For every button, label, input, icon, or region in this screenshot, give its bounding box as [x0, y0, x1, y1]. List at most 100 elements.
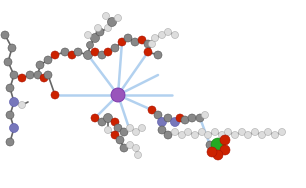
Circle shape — [96, 28, 104, 36]
Circle shape — [201, 111, 208, 118]
Circle shape — [220, 135, 230, 145]
Circle shape — [107, 17, 117, 27]
Circle shape — [185, 129, 192, 136]
Circle shape — [114, 124, 122, 132]
Circle shape — [139, 124, 145, 131]
Circle shape — [158, 118, 166, 127]
Circle shape — [51, 51, 59, 59]
Circle shape — [132, 129, 140, 136]
Circle shape — [87, 42, 94, 49]
Circle shape — [211, 138, 225, 152]
Circle shape — [9, 98, 18, 106]
Circle shape — [199, 129, 206, 136]
Circle shape — [120, 144, 128, 152]
Circle shape — [171, 129, 178, 136]
Circle shape — [271, 131, 278, 139]
Circle shape — [18, 74, 26, 82]
Circle shape — [74, 48, 82, 56]
Circle shape — [1, 31, 9, 39]
Circle shape — [131, 38, 139, 46]
Circle shape — [118, 38, 126, 46]
Circle shape — [103, 12, 110, 20]
Circle shape — [111, 118, 119, 126]
Circle shape — [111, 88, 125, 102]
Circle shape — [44, 56, 52, 64]
Circle shape — [225, 129, 232, 136]
Circle shape — [154, 51, 162, 59]
Circle shape — [238, 129, 245, 136]
Circle shape — [18, 102, 25, 108]
Circle shape — [126, 124, 133, 131]
Circle shape — [148, 106, 156, 114]
Circle shape — [259, 131, 266, 139]
Circle shape — [126, 142, 133, 149]
Circle shape — [104, 48, 112, 56]
Circle shape — [91, 114, 99, 122]
Circle shape — [84, 32, 91, 39]
Circle shape — [6, 84, 14, 92]
Circle shape — [151, 35, 159, 42]
Circle shape — [159, 32, 166, 39]
Circle shape — [36, 61, 44, 69]
Circle shape — [68, 51, 76, 59]
Circle shape — [192, 131, 199, 139]
Circle shape — [111, 44, 119, 52]
Circle shape — [165, 29, 171, 36]
Circle shape — [26, 71, 34, 79]
Circle shape — [98, 118, 106, 126]
Circle shape — [105, 127, 111, 133]
Circle shape — [95, 24, 102, 32]
Circle shape — [124, 34, 132, 42]
Circle shape — [178, 131, 185, 139]
Circle shape — [207, 147, 217, 157]
Circle shape — [213, 150, 223, 160]
Circle shape — [211, 129, 218, 136]
Circle shape — [132, 145, 140, 152]
Circle shape — [138, 36, 146, 44]
Circle shape — [188, 114, 196, 122]
Circle shape — [34, 71, 42, 79]
Circle shape — [244, 131, 252, 139]
Circle shape — [9, 124, 18, 133]
Circle shape — [196, 114, 204, 122]
Circle shape — [61, 48, 69, 56]
Circle shape — [252, 129, 259, 136]
Circle shape — [10, 71, 18, 79]
Circle shape — [111, 131, 119, 139]
Circle shape — [232, 131, 238, 139]
Circle shape — [6, 111, 14, 119]
Circle shape — [105, 24, 111, 32]
Circle shape — [44, 71, 52, 79]
Circle shape — [204, 131, 211, 139]
Circle shape — [278, 129, 285, 136]
Circle shape — [91, 48, 99, 56]
Circle shape — [98, 51, 106, 59]
Circle shape — [91, 33, 99, 42]
Circle shape — [114, 14, 121, 21]
Circle shape — [144, 40, 152, 48]
Circle shape — [154, 111, 162, 119]
Circle shape — [220, 145, 230, 155]
Circle shape — [264, 129, 271, 136]
Circle shape — [148, 40, 155, 48]
Circle shape — [40, 74, 48, 82]
Circle shape — [170, 118, 180, 127]
Circle shape — [103, 114, 113, 123]
Circle shape — [158, 126, 166, 134]
Circle shape — [144, 48, 152, 56]
Circle shape — [164, 131, 172, 139]
Circle shape — [218, 131, 226, 139]
Circle shape — [120, 128, 128, 136]
Circle shape — [4, 58, 12, 66]
Circle shape — [164, 114, 172, 122]
Circle shape — [51, 91, 59, 99]
Circle shape — [181, 116, 189, 124]
Circle shape — [116, 136, 124, 144]
Circle shape — [135, 152, 141, 158]
Circle shape — [176, 114, 184, 122]
Circle shape — [84, 51, 92, 59]
Circle shape — [8, 44, 16, 52]
Circle shape — [6, 138, 14, 146]
Circle shape — [171, 32, 178, 39]
Circle shape — [206, 141, 214, 149]
